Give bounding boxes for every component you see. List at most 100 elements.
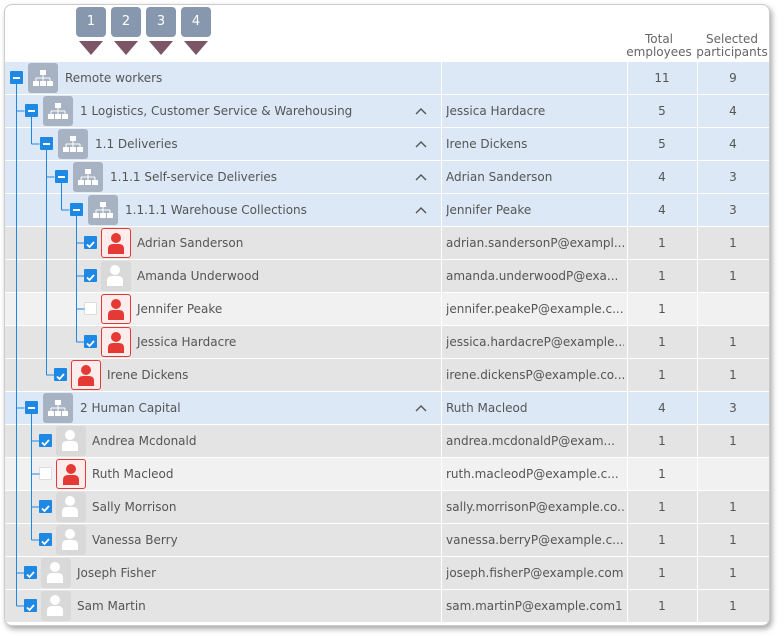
row-label: Vanessa Berry [92, 533, 178, 547]
row-label: Joseph Fisher [77, 566, 157, 580]
person-icon [41, 591, 71, 621]
level-arrow[interactable] [111, 40, 141, 56]
cell-divider [697, 557, 698, 589]
cell-divider [697, 260, 698, 292]
level-button[interactable]: 1 [76, 7, 106, 37]
tick [56, 373, 65, 381]
cell-divider [697, 62, 698, 94]
row-label: 1.1.1.1 Warehouse Collections [125, 203, 307, 217]
group-icon [43, 393, 73, 423]
total-cell: 1 [658, 566, 666, 580]
body [62, 441, 78, 451]
org-glyph [48, 400, 68, 416]
cell-divider [697, 293, 698, 325]
body [78, 376, 94, 386]
link [80, 174, 96, 180]
org-glyph [93, 202, 113, 218]
collapse-button[interactable] [70, 203, 83, 216]
checkbox[interactable] [39, 500, 52, 513]
checkbox[interactable] [84, 335, 97, 348]
box [78, 180, 84, 185]
checkbox[interactable] [54, 368, 67, 381]
box [47, 81, 53, 86]
level-arrow[interactable] [146, 40, 176, 56]
collapse-button[interactable] [25, 401, 38, 414]
level-arrow[interactable] [76, 40, 106, 56]
row-label: Jessica Hardacre [137, 335, 237, 349]
tick [86, 241, 95, 249]
sort-caret[interactable] [414, 106, 428, 116]
group-icon [28, 63, 58, 93]
row-label: Amanda Underwood [137, 269, 260, 283]
total-cell: 1 [658, 533, 666, 547]
checkbox[interactable] [84, 269, 97, 282]
cell-divider [627, 128, 628, 160]
collapse-button[interactable] [25, 104, 38, 117]
body [108, 310, 124, 320]
group-icon [43, 96, 73, 126]
cell-divider [697, 524, 698, 556]
row-label: 2 Human Capital [80, 401, 181, 415]
row-info: ruth.macleodP@example.c... [446, 467, 619, 481]
level-button[interactable]: 3 [146, 7, 176, 37]
box [85, 169, 91, 174]
checkbox[interactable] [24, 599, 37, 612]
total-cell: 4 [658, 203, 666, 217]
check [41, 505, 50, 513]
sort-caret[interactable] [414, 172, 428, 182]
box [33, 81, 39, 86]
row-label: Sam Martin [77, 599, 146, 613]
person-icon [101, 228, 131, 258]
selected-cell: 1 [729, 236, 737, 250]
person-glyph [108, 332, 124, 353]
total-cell: 4 [658, 170, 666, 184]
sort-caret[interactable] [414, 403, 428, 413]
cell-divider [697, 326, 698, 358]
check [26, 571, 35, 579]
selected-cell: 4 [729, 104, 737, 118]
arrow-shape [184, 41, 208, 55]
level-button[interactable]: 2 [111, 7, 141, 37]
checkbox[interactable] [84, 302, 97, 315]
total-cell: 1 [658, 335, 666, 349]
sort-caret[interactable] [414, 139, 428, 149]
checkbox[interactable] [39, 467, 52, 480]
box [40, 70, 46, 75]
total-cell: 5 [658, 104, 666, 118]
tick [41, 538, 50, 546]
checkbox[interactable] [84, 236, 97, 249]
checkbox[interactable] [39, 434, 52, 447]
row-label: Adrian Sanderson [137, 236, 244, 250]
sort-caret[interactable] [414, 205, 428, 215]
checkbox[interactable] [39, 533, 52, 546]
row [5, 326, 769, 359]
selected-cell: 3 [729, 170, 737, 184]
row-info: jessica.hardacreP@example... [446, 335, 624, 349]
group-icon [58, 129, 88, 159]
row [5, 194, 769, 227]
collapse-button[interactable] [40, 137, 53, 150]
body [107, 276, 123, 286]
collapse-button[interactable] [55, 170, 68, 183]
row [5, 359, 769, 392]
head [50, 595, 60, 605]
tick [26, 604, 35, 612]
link [50, 108, 66, 114]
selected-cell: 1 [729, 335, 737, 349]
person-icon [56, 459, 86, 489]
person-icon [71, 360, 101, 390]
collapse-button[interactable] [10, 71, 23, 84]
caret [415, 108, 427, 115]
minus [73, 209, 80, 211]
cell-divider [441, 359, 442, 391]
head [65, 529, 75, 539]
cell-divider [627, 491, 628, 523]
person-glyph [107, 265, 123, 286]
head [111, 233, 121, 243]
level-arrow[interactable] [181, 40, 211, 56]
level-button[interactable]: 4 [181, 7, 211, 37]
cell-divider [441, 293, 442, 325]
checkbox[interactable] [24, 566, 37, 579]
person-icon [56, 492, 86, 522]
total-cell: 1 [658, 302, 666, 316]
